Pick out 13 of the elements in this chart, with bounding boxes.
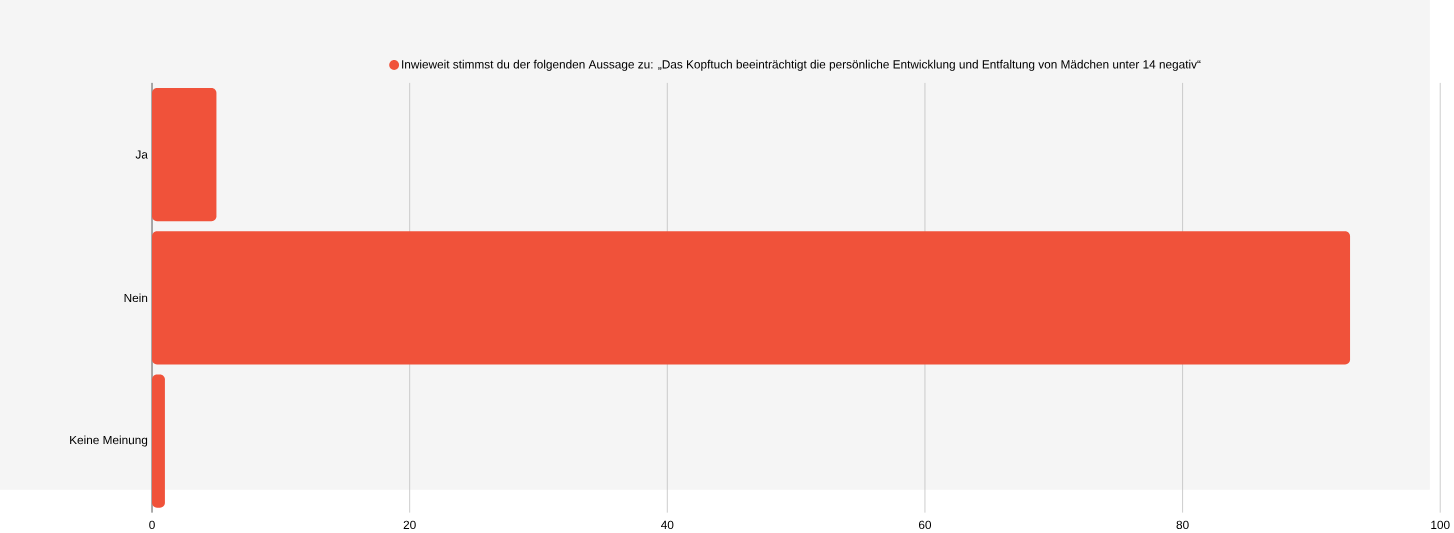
bar (152, 87, 217, 222)
legend-label: Inwieweit stimmst du der folgenden Aussage zu: „Das Kopftuch beeinträchtigt die persönliche Entwicklung und Entfaltung von Mädchen unter 14 negativ“ (402, 59, 1201, 71)
y-tick-label: Ja (135, 150, 148, 159)
x-tick-label: 40 (661, 520, 674, 530)
bar (152, 231, 1351, 365)
x-tick-label: 0 (149, 520, 155, 530)
y-tick-label: Nein (124, 293, 148, 303)
x-tick-label: 20 (403, 520, 416, 530)
bar (152, 374, 165, 508)
x-tick-label: 80 (1176, 520, 1189, 530)
y-tick-label: Keine Meinung (70, 435, 148, 447)
x-tick-label: 60 (918, 520, 932, 530)
x-tick-label: 100 (1431, 520, 1450, 530)
